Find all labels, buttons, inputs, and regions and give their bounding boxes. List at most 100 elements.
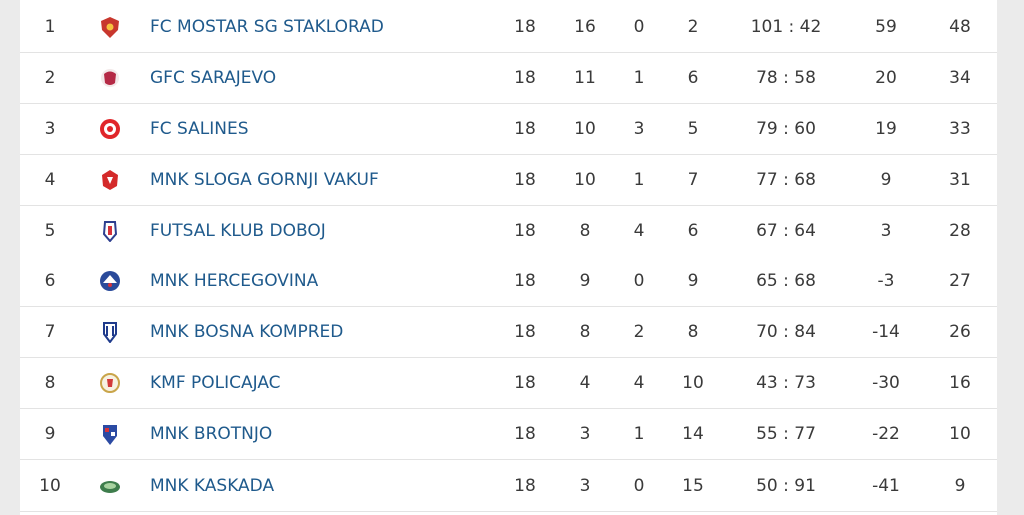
points-cell: 33 bbox=[949, 119, 971, 139]
goal-difference-cell: -3 bbox=[877, 271, 895, 291]
played-cell: 18 bbox=[514, 476, 536, 496]
played-cell: 18 bbox=[514, 424, 536, 444]
points-cell: 27 bbox=[949, 271, 971, 291]
won-cell: 11 bbox=[574, 68, 596, 88]
team-name-link[interactable]: MNK BROTNJO bbox=[150, 424, 273, 444]
team-name-link[interactable]: FC MOSTAR SG STAKLORAD bbox=[150, 17, 384, 37]
drawn-cell: 4 bbox=[633, 373, 645, 393]
lost-cell: 14 bbox=[682, 424, 704, 444]
rank-cell: 5 bbox=[44, 221, 56, 241]
rank-cell: 1 bbox=[44, 17, 56, 37]
standings-table: 1 FC MOSTAR SG STAKLORAD 18 16 0 2 101 : 42 59 4… bbox=[20, 0, 997, 515]
goal-difference-cell: -14 bbox=[872, 322, 900, 342]
points-cell: 26 bbox=[949, 322, 971, 342]
drawn-cell: 1 bbox=[633, 68, 645, 88]
drawn-cell: 2 bbox=[633, 322, 645, 342]
won-cell: 10 bbox=[574, 119, 596, 139]
goal-difference-cell: -30 bbox=[872, 373, 900, 393]
mnk-kaskada-crest-icon bbox=[100, 481, 120, 493]
drawn-cell: 3 bbox=[633, 119, 645, 139]
won-cell: 8 bbox=[579, 221, 591, 241]
goals-cell: 78 : 58 bbox=[756, 68, 816, 88]
rank-cell: 7 bbox=[44, 322, 56, 342]
goal-difference-cell: 3 bbox=[880, 221, 892, 241]
table-row: 9 MNK BROTNJO 18 3 1 14 55 : 77 -22 10 bbox=[20, 409, 997, 460]
lost-cell: 15 bbox=[682, 476, 704, 496]
team-name-link[interactable]: MNK BOSNA KOMPRED bbox=[150, 322, 344, 342]
played-cell: 18 bbox=[514, 373, 536, 393]
won-cell: 9 bbox=[579, 271, 591, 291]
team-name-link[interactable]: MNK HERCEGOVINA bbox=[150, 271, 319, 291]
goals-cell: 50 : 91 bbox=[756, 476, 816, 496]
drawn-cell: 0 bbox=[633, 476, 645, 496]
rank-cell: 4 bbox=[44, 170, 56, 190]
table-row: 2 GFC SARAJEVO 18 11 1 6 78 : 58 20 34 bbox=[20, 53, 997, 104]
team-name-link[interactable]: FC SALINES bbox=[150, 119, 249, 139]
goals-cell: 43 : 73 bbox=[756, 373, 816, 393]
points-cell: 16 bbox=[949, 373, 971, 393]
team-name-link[interactable]: KMF POLICAJAC bbox=[150, 373, 281, 393]
points-cell: 9 bbox=[954, 476, 966, 496]
fk-doboj-crest-icon bbox=[102, 221, 118, 242]
lost-cell: 9 bbox=[687, 271, 699, 291]
goals-cell: 101 : 42 bbox=[750, 17, 822, 37]
points-cell: 34 bbox=[949, 68, 971, 88]
lost-cell: 10 bbox=[682, 373, 704, 393]
drawn-cell: 0 bbox=[633, 17, 645, 37]
goal-difference-cell: -22 bbox=[872, 424, 900, 444]
won-cell: 10 bbox=[574, 170, 596, 190]
goal-difference-cell: 9 bbox=[880, 170, 892, 190]
played-cell: 18 bbox=[514, 322, 536, 342]
goals-cell: 77 : 68 bbox=[756, 170, 816, 190]
kmf-policajac-crest-icon bbox=[100, 373, 120, 393]
played-cell: 18 bbox=[514, 119, 536, 139]
fc-salines-crest-icon bbox=[100, 119, 120, 139]
points-cell: 28 bbox=[949, 221, 971, 241]
mnk-bosna-crest-icon bbox=[103, 322, 117, 343]
gfc-sarajevo-crest-icon bbox=[101, 69, 119, 87]
won-cell: 3 bbox=[579, 476, 591, 496]
won-cell: 8 bbox=[579, 322, 591, 342]
lost-cell: 6 bbox=[687, 221, 699, 241]
won-cell: 3 bbox=[579, 424, 591, 444]
goals-cell: 55 : 77 bbox=[756, 424, 816, 444]
rank-cell: 8 bbox=[44, 373, 56, 393]
rank-cell: 3 bbox=[44, 119, 56, 139]
table-row: 1 FC MOSTAR SG STAKLORAD 18 16 0 2 101 : 42 59 4… bbox=[20, 2, 997, 53]
goals-cell: 79 : 60 bbox=[756, 119, 816, 139]
played-cell: 18 bbox=[514, 221, 536, 241]
table-row: 8 KMF POLICAJAC 18 4 4 10 43 : 73 -30 16 bbox=[20, 358, 997, 409]
goal-difference-cell: 20 bbox=[875, 68, 897, 88]
goals-cell: 65 : 68 bbox=[756, 271, 816, 291]
table-row: 7 MNK BOSNA KOMPRED 18 8 2 8 70 : 84 -14 26 bbox=[20, 307, 997, 358]
team-name-link[interactable]: GFC SARAJEVO bbox=[150, 68, 277, 88]
rank-cell: 6 bbox=[44, 271, 56, 291]
points-cell: 31 bbox=[949, 170, 971, 190]
lost-cell: 7 bbox=[687, 170, 699, 190]
table-row: 3 FC SALINES 18 10 3 5 79 : 60 19 33 bbox=[20, 104, 997, 155]
points-cell: 48 bbox=[949, 17, 971, 37]
goal-difference-cell: -41 bbox=[872, 476, 900, 496]
mnk-brotnjo-crest-icon bbox=[103, 425, 117, 445]
drawn-cell: 0 bbox=[633, 271, 645, 291]
drawn-cell: 1 bbox=[633, 170, 645, 190]
table-row: 4 MNK SLOGA GORNJI VAKUF 18 10 1 7 77 : 68 9 31 bbox=[20, 155, 997, 206]
lost-cell: 5 bbox=[687, 119, 699, 139]
table-row: 10 MNK KASKADA 18 3 0 15 50 : 91 -41 9 bbox=[20, 461, 997, 512]
drawn-cell: 1 bbox=[633, 424, 645, 444]
played-cell: 18 bbox=[514, 170, 536, 190]
goals-cell: 67 : 64 bbox=[756, 221, 816, 241]
team-name-link[interactable]: FUTSAL KLUB DOBOJ bbox=[150, 221, 326, 241]
goal-difference-cell: 59 bbox=[875, 17, 897, 37]
team-name-link[interactable]: MNK KASKADA bbox=[150, 476, 275, 496]
mnk-hercegovina-crest-icon bbox=[100, 271, 120, 291]
rank-cell: 9 bbox=[44, 424, 56, 444]
goals-cell: 70 : 84 bbox=[756, 322, 816, 342]
goal-difference-cell: 19 bbox=[875, 119, 897, 139]
rank-cell: 2 bbox=[44, 68, 56, 88]
lost-cell: 2 bbox=[687, 17, 699, 37]
won-cell: 4 bbox=[579, 373, 591, 393]
table-row: 5 FUTSAL KLUB DOBOJ 18 8 4 6 67 : 64 3 28 bbox=[20, 206, 997, 257]
team-name-link[interactable]: MNK SLOGA GORNJI VAKUF bbox=[150, 170, 379, 190]
points-cell: 10 bbox=[949, 424, 971, 444]
